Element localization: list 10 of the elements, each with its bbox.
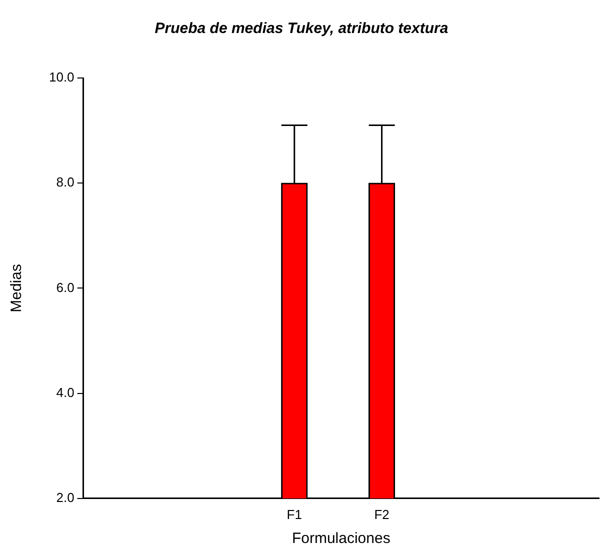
chart-title: Prueba de medias Tukey, atributo textura (154, 20, 448, 38)
y-tick-label: 8.0 (56, 174, 74, 190)
x-tick-label: F1 (286, 506, 302, 522)
x-tick-label: F2 (374, 506, 390, 522)
y-tick-label: 2.0 (56, 490, 74, 505)
y-tick-label: 10.0 (48, 70, 74, 85)
y-tick-label: 4.0 (56, 384, 74, 400)
y-axis-title: Medias (8, 264, 26, 312)
x-axis-title: Formulaciones (292, 530, 390, 548)
y-tick-label: 6.0 (56, 280, 74, 295)
